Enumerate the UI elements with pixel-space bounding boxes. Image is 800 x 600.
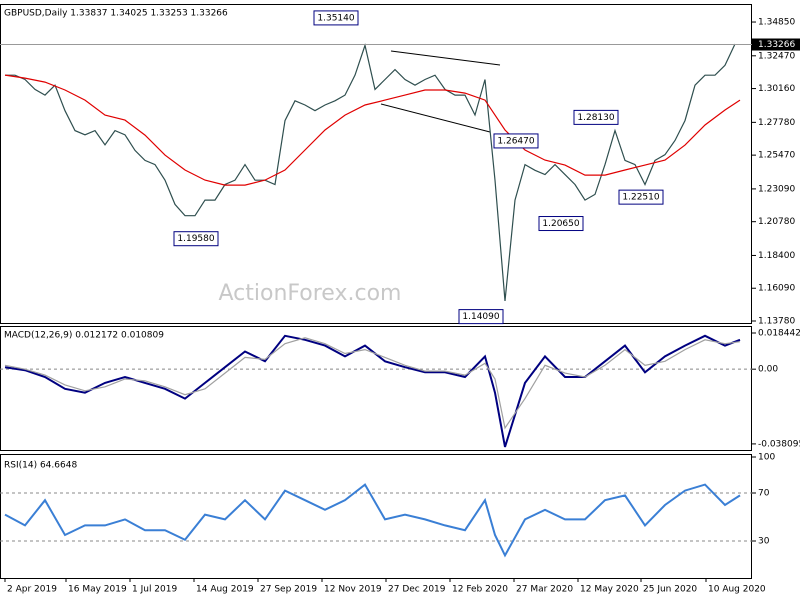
x-tick-label: 16 May 2019 [68, 585, 127, 595]
series-line [4, 483, 741, 558]
x-tick-label: 1 Jul 2019 [132, 585, 177, 595]
price-panel [0, 4, 752, 324]
last-price-label: 1.33266 [758, 40, 795, 50]
annotation-label: 1.19580 [177, 234, 214, 244]
rsi-panel [0, 454, 752, 579]
y-tick-label: 1.16090 [758, 284, 795, 294]
y-tick-label: 100 [758, 453, 775, 463]
y-tick-label: 0.00 [758, 365, 778, 375]
annotation-box [618, 189, 664, 205]
y-tick-label: 1.20780 [758, 217, 795, 227]
x-tick-label: 10 Aug 2020 [708, 585, 766, 595]
macd-panel [0, 326, 752, 451]
last-price-box [752, 38, 800, 51]
series-line [5, 43, 736, 301]
annotation-box [573, 109, 619, 125]
series-line [4, 337, 741, 430]
annotation-label: 1.14090 [462, 312, 499, 322]
y-tick-label: 1.23090 [758, 184, 795, 194]
y-tick-label: 1.32470 [758, 51, 795, 61]
y-tick-label: 1.34850 [758, 18, 795, 28]
annotation-box [173, 231, 219, 247]
series-line [4, 334, 741, 448]
series-line [4, 74, 741, 186]
y-tick-label: 1.30160 [758, 84, 795, 94]
trend-line [380, 103, 491, 133]
y-tick-label: 1.25470 [758, 151, 795, 161]
y-tick-label: -0.038095 [758, 439, 800, 449]
y-tick-label: 1.27780 [758, 118, 795, 128]
y-tick-label: 1.18400 [758, 251, 795, 261]
x-tick-label: 2 Apr 2019 [7, 585, 57, 595]
trend-line [390, 50, 501, 66]
y-tick-label: 0.018442 [758, 328, 800, 338]
x-tick-label: 27 Dec 2019 [388, 585, 446, 595]
y-tick-label: 30 [758, 537, 770, 547]
annotation-box [313, 10, 359, 26]
annotation-box [493, 133, 539, 149]
annotation-label: 1.22510 [622, 193, 659, 203]
x-tick-label: 14 Aug 2019 [196, 585, 254, 595]
x-tick-label: 27 Sep 2019 [260, 585, 317, 595]
x-tick-label: 27 Mar 2020 [516, 585, 573, 595]
annotation-label: 1.28130 [577, 113, 614, 123]
annotation-label: 1.26470 [497, 136, 534, 146]
y-tick-label: 1.13780 [758, 317, 795, 327]
x-tick-label: 12 Feb 2020 [452, 585, 508, 595]
annotation-box [458, 309, 504, 325]
x-tick-label: 25 Jun 2020 [643, 585, 697, 595]
x-tick-label: 12 Nov 2019 [324, 585, 382, 595]
panel-title: GBPUSD,Daily 1.33837 1.34025 1.33253 1.3… [4, 9, 228, 19]
panel-title: MACD(12,26,9) 0.012172 0.010809 [4, 331, 164, 341]
x-tick-label: 12 May 2020 [580, 585, 639, 595]
annotation-label: 1.35140 [317, 13, 354, 23]
y-tick-label: 70 [758, 489, 770, 499]
watermark: ActionForex.com [219, 281, 402, 306]
panel-title: RSI(14) 64.6648 [4, 461, 77, 471]
annotation-box [538, 216, 584, 232]
annotation-label: 1.20650 [542, 219, 579, 229]
